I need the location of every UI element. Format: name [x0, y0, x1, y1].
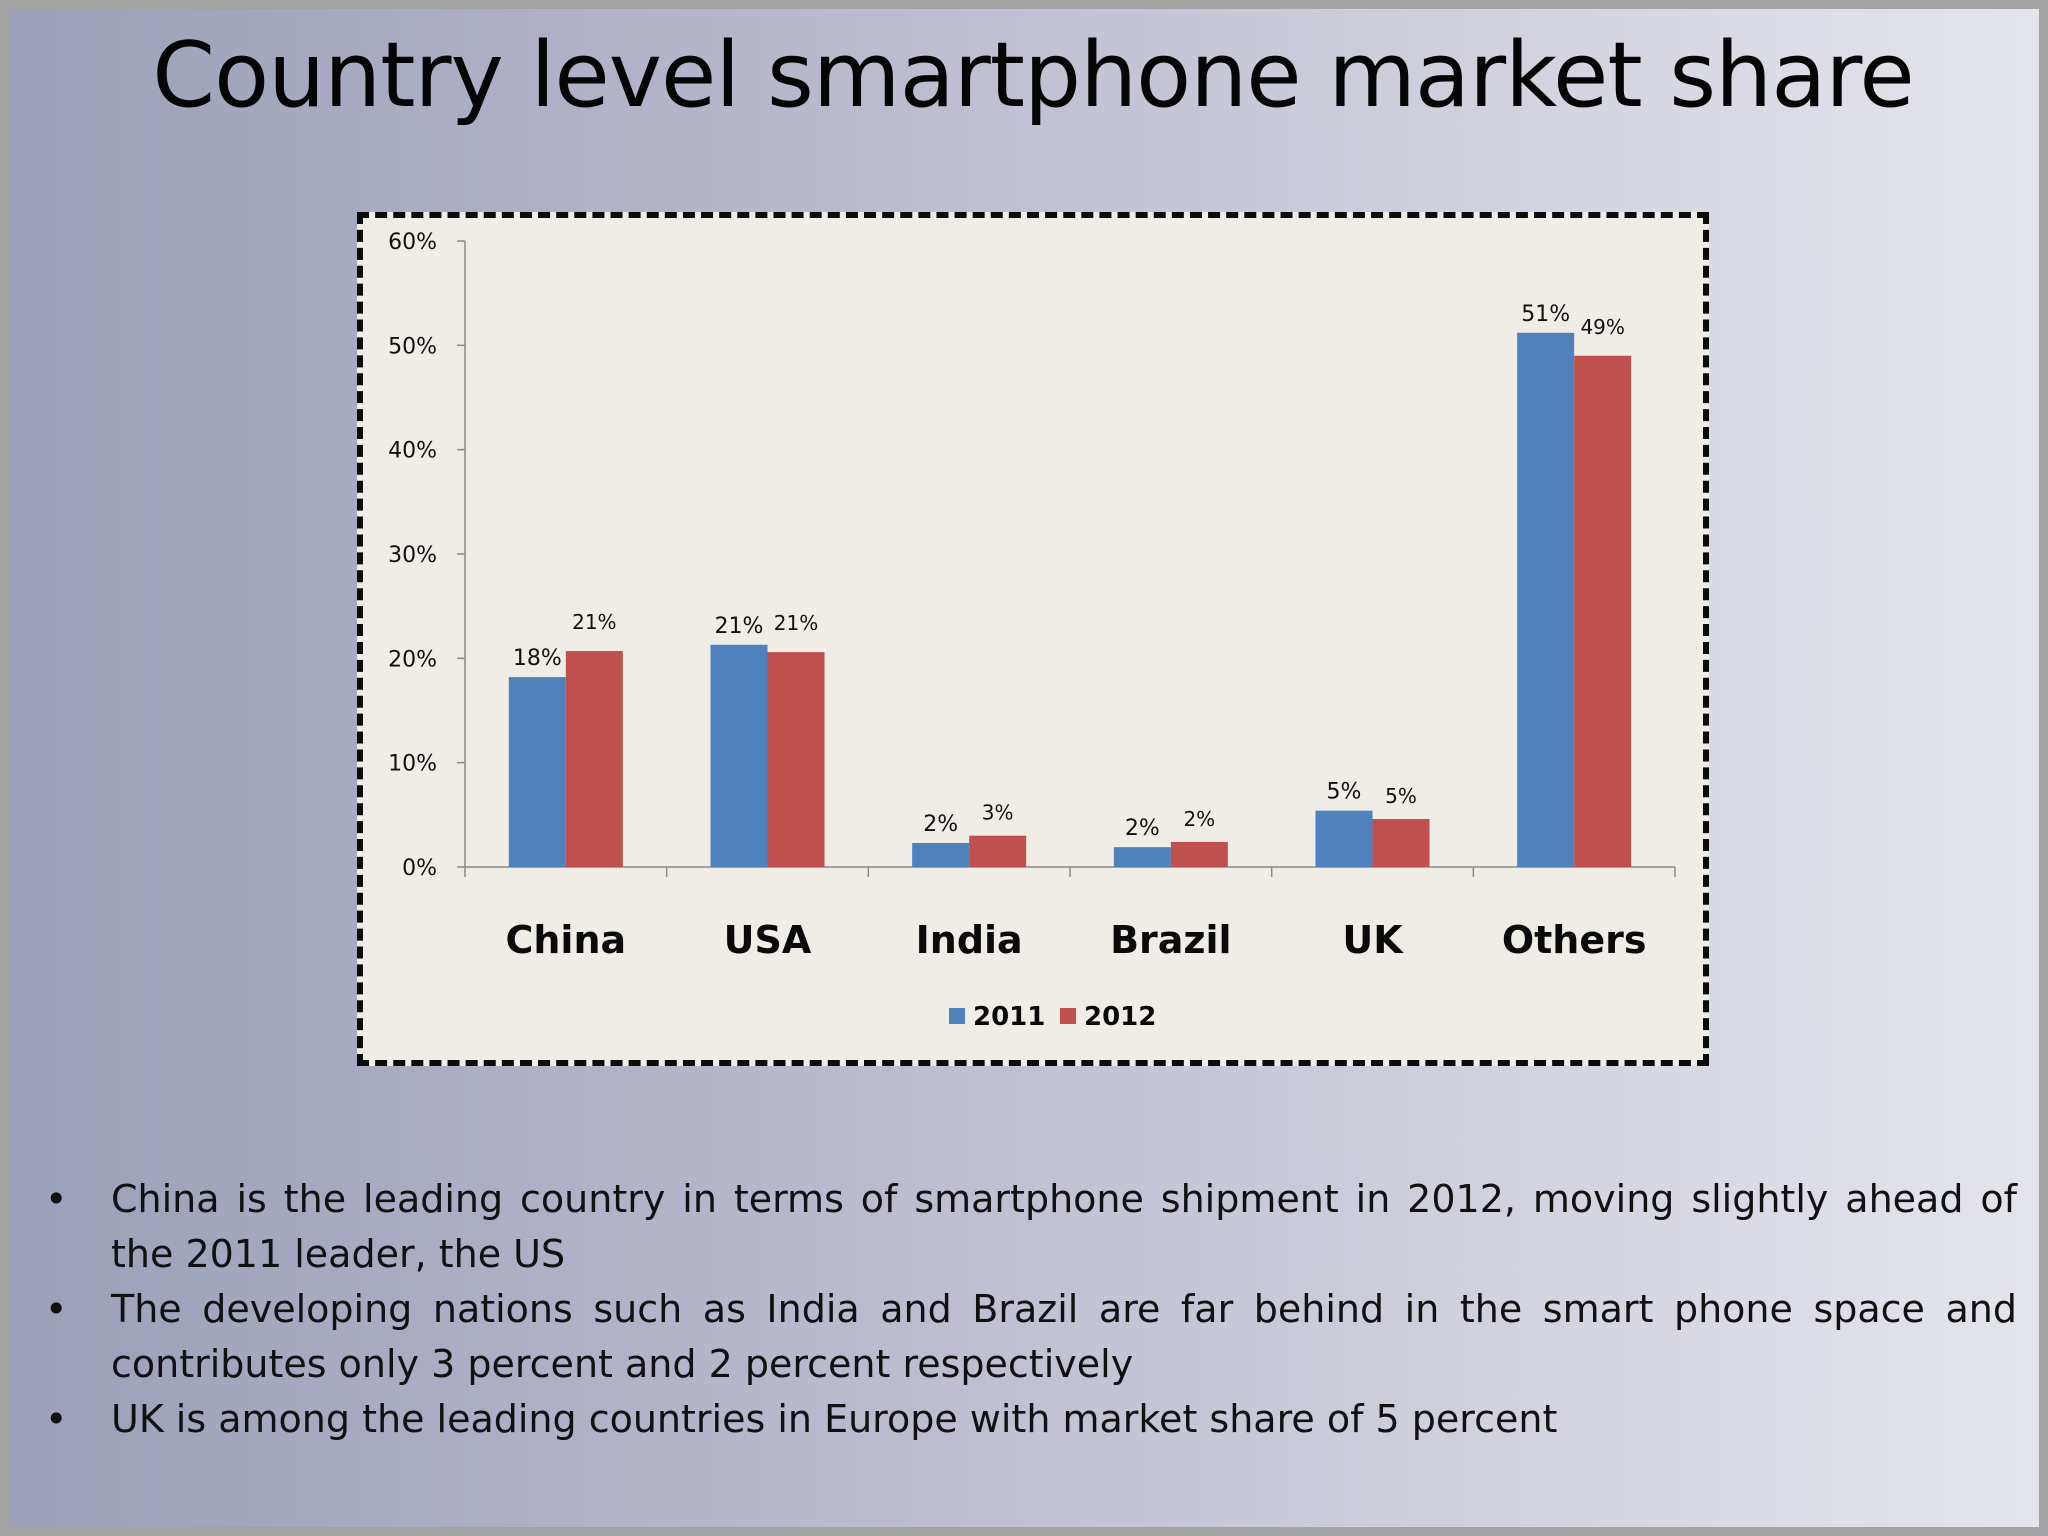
bar-2012 — [565, 651, 623, 867]
legend-label: 2011 — [973, 1002, 1045, 1032]
data-label: 21% — [572, 610, 616, 634]
y-tick-label: 50% — [388, 334, 437, 359]
data-label: 21% — [774, 611, 818, 635]
bullet-list: • China is the leading country in terms o… — [39, 1172, 2017, 1447]
data-label: 5% — [1327, 780, 1362, 805]
data-label: 2% — [1125, 816, 1160, 841]
bar-2012 — [969, 835, 1027, 867]
y-tick-label: 10% — [388, 752, 437, 777]
legend-swatch — [1060, 1008, 1076, 1024]
data-label: 2% — [923, 812, 958, 837]
y-tick-label: 20% — [388, 647, 437, 672]
data-label: 2% — [1183, 807, 1215, 831]
legend-label: 2012 — [1084, 1002, 1156, 1032]
x-category-label: UK — [1342, 918, 1404, 962]
x-category-label: Brazil — [1110, 918, 1232, 962]
bullet-icon: • — [45, 1177, 68, 1221]
bar-2011 — [710, 644, 768, 867]
bar-2011 — [912, 843, 970, 867]
y-tick-label: 0% — [402, 856, 437, 881]
y-tick-label: 60% — [388, 230, 437, 255]
data-label: 3% — [982, 801, 1014, 825]
data-label: 5% — [1385, 784, 1417, 808]
bullet-item: • China is the leading country in terms o… — [39, 1172, 2017, 1282]
legend-swatch — [949, 1008, 965, 1024]
bar-2012 — [1574, 355, 1632, 867]
chart-container: 0% 10% 20% 30% 40% 50% 60% China 18% 21% USA 21% 21%… — [357, 212, 1709, 1066]
slide-title: Country level smartphone market share — [152, 23, 1915, 128]
bullet-text: China is the leading country in terms of… — [111, 1177, 2017, 1276]
bullet-text: UK is among the leading countries in Eur… — [111, 1397, 1558, 1441]
bar-chart: 0% 10% 20% 30% 40% 50% 60% China 18% 21% USA 21% 21%… — [388, 230, 1676, 1032]
y-tick-label: 40% — [388, 439, 437, 464]
bar-2011 — [508, 677, 566, 867]
x-category-label: Others — [1502, 918, 1647, 962]
bullet-item: • The developing nations such as India an… — [39, 1282, 2017, 1392]
data-label: 18% — [513, 646, 562, 671]
data-label: 49% — [1580, 315, 1624, 339]
bullet-icon: • — [45, 1287, 68, 1331]
data-label: 21% — [715, 614, 764, 639]
bullet-icon: • — [45, 1397, 68, 1441]
x-category-label: India — [916, 918, 1023, 962]
bar-2011 — [1315, 810, 1373, 867]
x-category-label: China — [505, 918, 626, 962]
x-category-label: USA — [724, 918, 812, 962]
bar-2011 — [1113, 847, 1171, 867]
bullet-text: The developing nations such as India and… — [111, 1287, 2017, 1386]
bar-2012 — [1372, 819, 1430, 867]
data-label: 51% — [1521, 302, 1570, 327]
bar-2011 — [1517, 332, 1575, 867]
bar-2012 — [767, 652, 825, 867]
y-tick-label: 30% — [388, 543, 437, 568]
bullet-item: • UK is among the leading countries in Eu… — [39, 1392, 2017, 1447]
bar-2012 — [1170, 841, 1228, 867]
